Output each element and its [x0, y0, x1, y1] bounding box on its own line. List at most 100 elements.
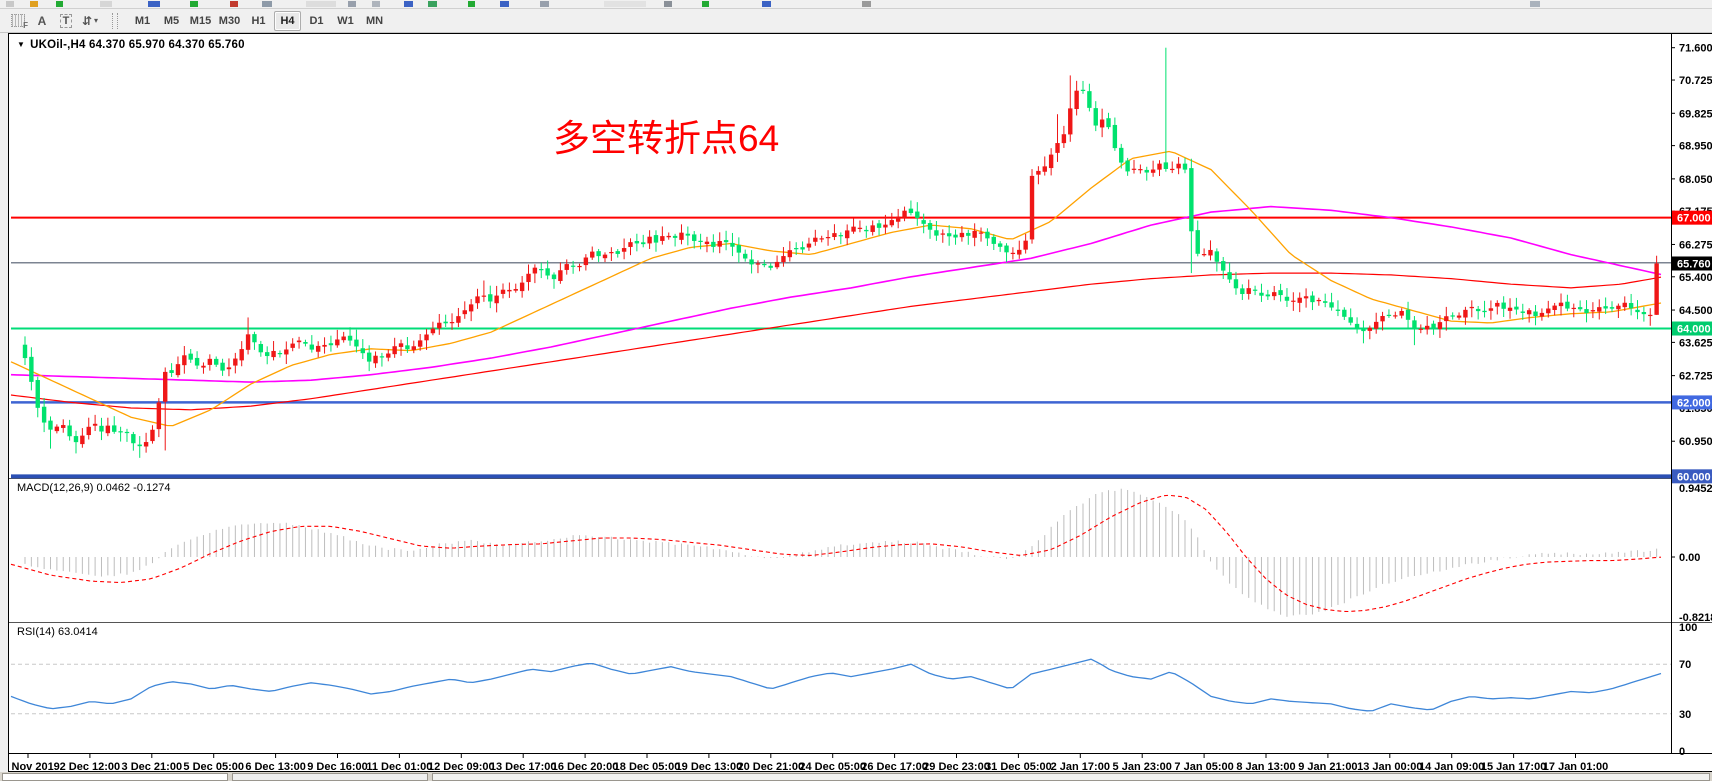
toolbar-icon-fragment [702, 1, 709, 7]
chart-tab [432, 773, 1710, 781]
indicators-tool-button[interactable]: ⇵ ▾ [78, 10, 102, 31]
drawing-tools-group: F A T ⇵ ▾ [0, 9, 108, 32]
toolbar-icon-fragment [468, 1, 475, 7]
toolbar-icon-fragment [148, 1, 160, 7]
timeframe-button-m15[interactable]: M15 [189, 14, 212, 27]
svg-text:65.400: 65.400 [1679, 272, 1712, 284]
svg-text:67.000: 67.000 [1677, 213, 1711, 225]
text-box-tool-button[interactable]: T [54, 10, 78, 31]
svg-text:11 Dec 01:00: 11 Dec 01:00 [366, 761, 432, 773]
svg-text:70.725: 70.725 [1679, 75, 1712, 87]
toolbar-icon-fragment [664, 1, 672, 7]
chart-annotation: 多空转折点64 [553, 118, 780, 159]
text-label-icon: A [37, 13, 47, 28]
svg-text:63.625: 63.625 [1679, 337, 1712, 349]
timeframe-button-h4[interactable]: H4 [274, 10, 301, 31]
timeframe-button-mn[interactable]: MN [365, 14, 384, 27]
svg-text:18 Dec 05:00: 18 Dec 05:00 [614, 761, 681, 773]
toolbar-icon-fragment [56, 1, 63, 7]
svg-text:60.950: 60.950 [1679, 436, 1712, 448]
chevron-down-icon: ▾ [94, 16, 99, 25]
timeframe-button-w1[interactable]: W1 [337, 14, 354, 27]
chart-window: 71.60070.72569.82568.95068.05067.17566.2… [8, 33, 1712, 773]
chart-tab[interactable] [232, 773, 428, 781]
toolbar-grip [112, 12, 118, 29]
svg-text:62.725: 62.725 [1679, 371, 1712, 383]
toolbar-icon-fragment [190, 1, 198, 7]
svg-text:2 Jan 17:00: 2 Jan 17:00 [1051, 761, 1110, 773]
svg-text:62.000: 62.000 [1677, 397, 1711, 409]
toolbar-icon-fragment [500, 1, 509, 7]
chart-canvas[interactable]: 71.60070.72569.82568.95068.05067.17566.2… [9, 34, 1712, 773]
text-box-icon: T [59, 13, 73, 28]
timeframe-button-m30[interactable]: M30 [218, 14, 241, 27]
svg-text:60.000: 60.000 [1677, 471, 1711, 483]
status-bar-strip [0, 772, 1712, 781]
svg-text:66.275: 66.275 [1679, 239, 1712, 251]
svg-text:69.825: 69.825 [1679, 108, 1712, 120]
svg-text:13 Dec 17:00: 13 Dec 17:00 [490, 761, 557, 773]
svg-text:68.050: 68.050 [1679, 174, 1712, 186]
svg-text:9 Jan 21:00: 9 Jan 21:00 [1298, 761, 1357, 773]
toolbar-icon-fragment [862, 1, 871, 7]
svg-text:19 Dec 13:00: 19 Dec 13:00 [676, 761, 743, 773]
svg-text:64.000: 64.000 [1677, 324, 1711, 336]
svg-text:13 Jan 00:00: 13 Jan 00:00 [1357, 761, 1422, 773]
macd-indicator-label: MACD(12,26,9) 0.0462 -0.1274 [17, 482, 171, 494]
svg-text:0: 0 [1679, 746, 1685, 758]
toolbar-icon-fragment [428, 1, 437, 7]
svg-text:64.500: 64.500 [1679, 305, 1712, 317]
svg-text:5 Jan 23:00: 5 Jan 23:00 [1113, 761, 1172, 773]
svg-text:0.9452: 0.9452 [1679, 483, 1712, 495]
chart-title: ▼ UKOil-,H4 64.370 65.970 64.370 65.760 [17, 39, 245, 51]
timeframe-button-m1[interactable]: M1 [134, 14, 151, 27]
svg-text:15 Jan 17:00: 15 Jan 17:00 [1481, 761, 1546, 773]
grid-icon [11, 14, 25, 27]
timeframe-button-h1[interactable]: H1 [251, 14, 266, 27]
svg-text:7 Jan 05:00: 7 Jan 05:00 [1174, 761, 1233, 773]
toolbar-icon-fragment [372, 1, 380, 7]
grid-tool-button[interactable]: F [6, 10, 30, 31]
svg-text:8 Jan 13:00: 8 Jan 13:00 [1236, 761, 1295, 773]
toolbar-icon-fragment [100, 1, 112, 7]
svg-text:26 Dec 17:00: 26 Dec 17:00 [861, 761, 928, 773]
arrows-swap-icon: ⇵ [81, 13, 93, 28]
grid-tool-label: F [23, 21, 28, 30]
svg-text:2 Dec 12:00: 2 Dec 12:00 [60, 761, 121, 773]
toolbar-icon-fragment [604, 1, 646, 7]
svg-text:6 Dec 13:00: 6 Dec 13:00 [245, 761, 306, 773]
svg-text:24 Dec 05:00: 24 Dec 05:00 [799, 761, 866, 773]
toolbar-icon-fragment [30, 1, 38, 7]
timeframe-group: M1 M5 M15 M30 H1 H4 D1 W1 MN [122, 9, 395, 32]
svg-text:30: 30 [1679, 709, 1691, 721]
svg-text:29 Dec 23:00: 29 Dec 23:00 [923, 761, 990, 773]
timeframe-button-m5[interactable]: M5 [163, 14, 180, 27]
toolbar-icon-fragment [262, 1, 272, 7]
svg-text:5 Dec 05:00: 5 Dec 05:00 [183, 761, 244, 773]
svg-text:65.760: 65.760 [1677, 258, 1711, 270]
rsi-indicator-label: RSI(14) 63.0414 [17, 626, 98, 638]
toolbar-icon-fragment [230, 1, 238, 7]
chart-tab[interactable] [2, 773, 228, 781]
toolbar-icon-fragment [306, 1, 336, 7]
svg-text:20 Dec 21:00: 20 Dec 21:00 [737, 761, 804, 773]
svg-text:31 Dec 05:00: 31 Dec 05:00 [985, 761, 1052, 773]
svg-text:0.00: 0.00 [1679, 552, 1700, 564]
svg-text:71.600: 71.600 [1679, 43, 1712, 55]
toolbar-icon-fragment [1530, 1, 1540, 7]
svg-text:29 Nov 2019: 29 Nov 2019 [9, 761, 60, 773]
svg-text:3 Dec 21:00: 3 Dec 21:00 [122, 761, 183, 773]
svg-text:16 Dec 20:00: 16 Dec 20:00 [552, 761, 619, 773]
svg-text:70: 70 [1679, 659, 1691, 671]
toolbar-icon-fragment [762, 1, 771, 7]
svg-text:100: 100 [1679, 622, 1697, 634]
toolbar-icon-fragment [348, 1, 356, 7]
svg-text:12 Dec 09:00: 12 Dec 09:00 [428, 761, 495, 773]
timeframe-button-d1[interactable]: D1 [309, 14, 324, 27]
chart-title-text: UKOil-,H4 64.370 65.970 64.370 65.760 [30, 39, 245, 51]
chart-toolbar: F A T ⇵ ▾ M1 M5 M15 M30 H1 H4 D1 W1 MN [0, 9, 1712, 33]
text-label-tool-button[interactable]: A [30, 10, 54, 31]
window-toolbar-strip [0, 0, 1712, 9]
svg-text:17 Jan 01:00: 17 Jan 01:00 [1543, 761, 1608, 773]
